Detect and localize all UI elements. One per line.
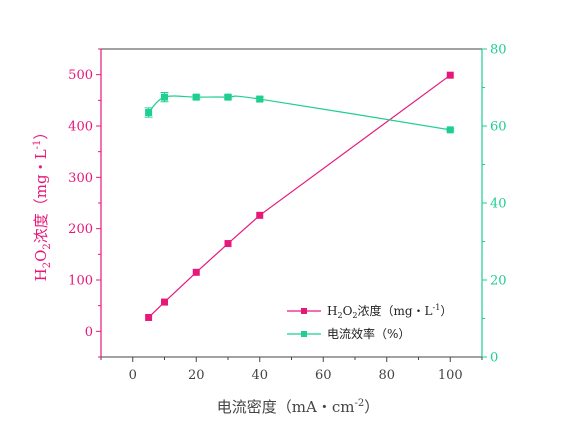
x-tick-label: 60 bbox=[315, 368, 332, 383]
y-right-tick-label: 20 bbox=[490, 274, 507, 289]
y-left-axis-ticks: 0 100 200 300 400 500 bbox=[68, 48, 101, 358]
x-tick-label: 80 bbox=[378, 368, 395, 383]
x-axis-title-main: 电流密度（mA・cm bbox=[217, 398, 355, 416]
series-layer bbox=[144, 71, 455, 321]
y-left-title-end: ） bbox=[32, 125, 50, 140]
y-right-tick-label: 40 bbox=[490, 197, 507, 212]
y-left-tick-label: 200 bbox=[68, 222, 93, 237]
legend-label-h2o2: H2O2浓度（mg・L-1） bbox=[327, 303, 452, 320]
y-left-title-h: H bbox=[32, 268, 50, 281]
y-right-tick-label: 80 bbox=[490, 43, 507, 58]
legend-h2o2-sup: -1 bbox=[433, 303, 441, 312]
y-left-title-o: O bbox=[32, 250, 50, 262]
legend-h2o2-sub2: 2 bbox=[352, 311, 357, 320]
y-left-axis-title: H2O2浓度（mg・L-1） bbox=[32, 125, 53, 282]
y-left-title-sub2: 2 bbox=[42, 243, 53, 249]
x-axis-title-end: ） bbox=[364, 398, 379, 416]
y-left-tick-label: 300 bbox=[68, 171, 93, 186]
y-right-tick-label: 60 bbox=[490, 120, 507, 135]
y-right-axis-ticks: 0 20 40 60 80 bbox=[482, 43, 507, 366]
data-point-h2o2 bbox=[161, 298, 168, 306]
x-tick-label: 20 bbox=[188, 368, 205, 383]
legend-h2o2-h: H bbox=[327, 304, 337, 318]
data-point-efficiency bbox=[446, 126, 454, 134]
data-point-h2o2 bbox=[224, 240, 232, 248]
legend: H2O2浓度（mg・L-1） 电流效率（%） bbox=[287, 303, 452, 341]
x-tick-label: 40 bbox=[251, 368, 268, 383]
data-point-efficiency bbox=[224, 93, 232, 101]
y-left-title-sub1: 2 bbox=[42, 262, 53, 268]
y-left-tick-label: 500 bbox=[68, 68, 93, 83]
y-left-title-sup: -1 bbox=[32, 140, 43, 150]
legend-h2o2-end: ） bbox=[440, 304, 452, 318]
x-axis-ticks: 0 20 40 60 80 100 bbox=[100, 357, 483, 383]
x-axis-title: 电流密度（mA・cm-2） bbox=[217, 398, 379, 416]
data-point-h2o2 bbox=[145, 313, 153, 321]
data-point-efficiency bbox=[145, 109, 153, 117]
y-left-tick-label: 400 bbox=[68, 120, 93, 135]
y-left-tick-label: 100 bbox=[68, 274, 93, 289]
x-tick-label: 100 bbox=[438, 368, 463, 383]
y-right-tick-label: 0 bbox=[490, 351, 498, 366]
series-line-efficiency bbox=[148, 95, 451, 131]
legend-h2o2-sub1: 2 bbox=[337, 311, 342, 320]
legend-swatch-h2o2-marker bbox=[301, 308, 307, 314]
x-tick-label: 0 bbox=[129, 368, 137, 383]
x-axis-title-sup: -2 bbox=[354, 398, 364, 409]
y-left-tick-label: 0 bbox=[85, 325, 93, 340]
legend-label-efficiency: 电流效率（%） bbox=[327, 326, 410, 341]
y-left-title-rest: 浓度（mg・L bbox=[32, 149, 50, 243]
data-point-efficiency bbox=[256, 95, 264, 103]
legend-swatch-efficiency-marker bbox=[301, 331, 307, 337]
legend-h2o2-rest: 浓度（mg・L bbox=[358, 303, 433, 318]
data-point-efficiency bbox=[161, 93, 168, 101]
data-point-h2o2 bbox=[256, 211, 264, 219]
legend-h2o2-o: O bbox=[343, 304, 353, 318]
data-point-h2o2 bbox=[192, 268, 200, 276]
data-point-efficiency bbox=[192, 93, 200, 101]
data-point-h2o2 bbox=[446, 71, 454, 79]
series-line-h2o2 bbox=[148, 74, 451, 318]
